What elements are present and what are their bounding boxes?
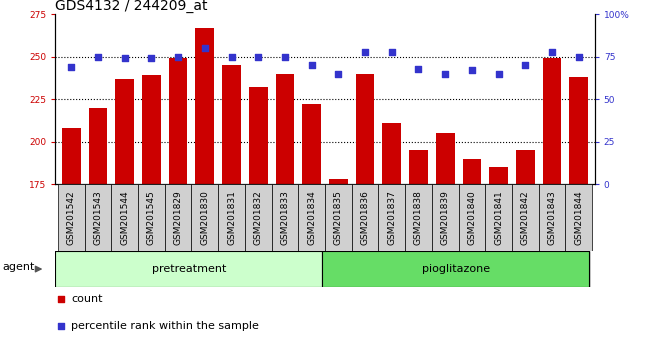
Point <box>200 45 210 51</box>
Bar <box>111 184 138 251</box>
Bar <box>196 28 214 354</box>
Point <box>493 71 504 76</box>
Point <box>146 56 157 61</box>
Bar <box>192 184 218 251</box>
Point <box>55 296 66 302</box>
Bar <box>164 184 192 251</box>
Text: percentile rank within the sample: percentile rank within the sample <box>72 321 259 331</box>
Text: GSM201544: GSM201544 <box>120 190 129 245</box>
Bar <box>249 87 268 354</box>
Text: GSM201834: GSM201834 <box>307 190 316 245</box>
Bar <box>486 184 512 251</box>
Text: GSM201830: GSM201830 <box>200 190 209 245</box>
Text: GSM201837: GSM201837 <box>387 190 396 245</box>
Bar <box>298 184 325 251</box>
Point <box>387 49 397 55</box>
Point <box>547 49 557 55</box>
Bar <box>436 133 454 354</box>
Bar <box>245 184 272 251</box>
Text: GSM201843: GSM201843 <box>547 190 556 245</box>
Bar <box>489 167 508 354</box>
Text: GDS4132 / 244209_at: GDS4132 / 244209_at <box>55 0 208 13</box>
Text: GSM201838: GSM201838 <box>414 190 423 245</box>
Text: count: count <box>72 294 103 304</box>
Bar <box>325 184 352 251</box>
Bar <box>276 74 294 354</box>
Point <box>55 324 66 329</box>
Bar <box>169 58 187 354</box>
Bar <box>55 251 322 287</box>
Text: GSM201543: GSM201543 <box>94 190 103 245</box>
Bar <box>409 150 428 354</box>
Point <box>360 49 370 55</box>
Bar <box>569 77 588 354</box>
Point <box>333 71 344 76</box>
Bar <box>62 128 81 354</box>
Bar <box>88 108 107 354</box>
Bar <box>84 184 111 251</box>
Bar <box>302 104 321 354</box>
Text: pioglitazone: pioglitazone <box>422 264 490 274</box>
Text: GSM201841: GSM201841 <box>494 190 503 245</box>
Text: GSM201840: GSM201840 <box>467 190 476 245</box>
Point <box>226 54 237 59</box>
Text: GSM201836: GSM201836 <box>361 190 370 245</box>
Point <box>93 54 103 59</box>
Text: GSM201833: GSM201833 <box>280 190 289 245</box>
Bar <box>432 184 458 251</box>
Point <box>520 62 530 68</box>
Text: GSM201832: GSM201832 <box>254 190 263 245</box>
Bar <box>322 251 590 287</box>
Bar <box>272 184 298 251</box>
Point <box>66 64 77 70</box>
Point <box>306 62 317 68</box>
Point <box>413 66 424 72</box>
Bar <box>463 159 481 354</box>
Point <box>573 54 584 59</box>
Bar <box>382 123 401 354</box>
Point <box>440 71 450 76</box>
Bar <box>543 58 562 354</box>
Point <box>120 56 130 61</box>
Bar <box>356 74 374 354</box>
Bar <box>58 184 84 251</box>
Text: GSM201829: GSM201829 <box>174 190 183 245</box>
Point <box>173 54 183 59</box>
Text: GSM201545: GSM201545 <box>147 190 156 245</box>
Bar <box>142 75 161 354</box>
Text: GSM201831: GSM201831 <box>227 190 236 245</box>
Text: GSM201835: GSM201835 <box>334 190 343 245</box>
Bar <box>512 184 539 251</box>
Bar <box>539 184 566 251</box>
Text: GSM201542: GSM201542 <box>67 190 76 245</box>
Point <box>253 54 263 59</box>
Bar <box>352 184 378 251</box>
Text: GSM201839: GSM201839 <box>441 190 450 245</box>
Bar <box>218 184 245 251</box>
Bar <box>329 179 348 354</box>
Text: GSM201844: GSM201844 <box>574 190 583 245</box>
Bar <box>405 184 432 251</box>
Bar <box>378 184 405 251</box>
Bar <box>566 184 592 251</box>
Bar <box>138 184 164 251</box>
Text: pretreatment: pretreatment <box>151 264 226 274</box>
Bar <box>458 184 486 251</box>
Point <box>467 67 477 73</box>
Bar <box>115 79 134 354</box>
Text: agent: agent <box>3 262 35 272</box>
Bar <box>222 65 241 354</box>
Point <box>280 54 290 59</box>
Bar <box>516 150 535 354</box>
Text: GSM201842: GSM201842 <box>521 190 530 245</box>
